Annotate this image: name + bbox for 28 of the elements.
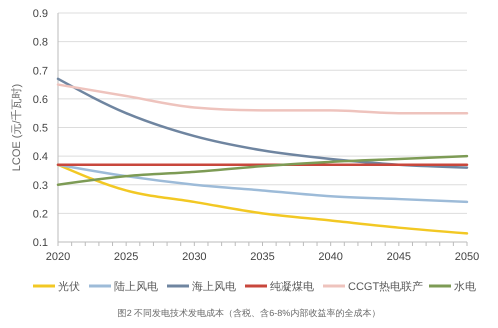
- line-series: [56, 163, 468, 235]
- x-tick-label: 2040: [318, 251, 343, 263]
- line-series: [56, 163, 468, 204]
- y-axis-title: LCOE (元/千瓦时): [10, 84, 23, 172]
- line-series: [56, 154, 468, 186]
- legend-label: CCGT热电联产: [348, 280, 424, 293]
- legend-label: 水电: [454, 280, 476, 293]
- legend-label: 海上风电: [192, 280, 236, 293]
- y-tick-label: 0.7: [32, 65, 48, 78]
- y-tick-label: 0.1: [32, 237, 48, 249]
- y-tick-label: 0.9: [32, 8, 48, 20]
- y-tick-label: 0.3: [32, 180, 48, 192]
- y-tick-label: 0.2: [32, 208, 48, 220]
- x-tick-label: 2020: [46, 251, 70, 263]
- y-tick-label: 0.8: [32, 36, 48, 49]
- line-series: [56, 83, 468, 114]
- x-tick-label: 2025: [114, 251, 138, 263]
- y-tick-label: 0.5: [32, 122, 48, 134]
- x-tick-label: 2030: [182, 251, 207, 263]
- y-tick-label: 0.4: [32, 151, 48, 164]
- caption: 图2 不同发电技术发电成本（含税、含6-8%内部收益率的全成本）: [118, 308, 380, 318]
- x-tick-label: 2050: [454, 251, 480, 263]
- y-tick-label: 0.6: [32, 94, 48, 106]
- legend-label: 光伏: [58, 280, 80, 293]
- legend-label: 纯凝煤电: [270, 280, 314, 293]
- x-tick-label: 2045: [386, 251, 412, 263]
- legend-label: 陆上风电: [114, 280, 158, 293]
- x-tick-label: 2035: [250, 251, 275, 263]
